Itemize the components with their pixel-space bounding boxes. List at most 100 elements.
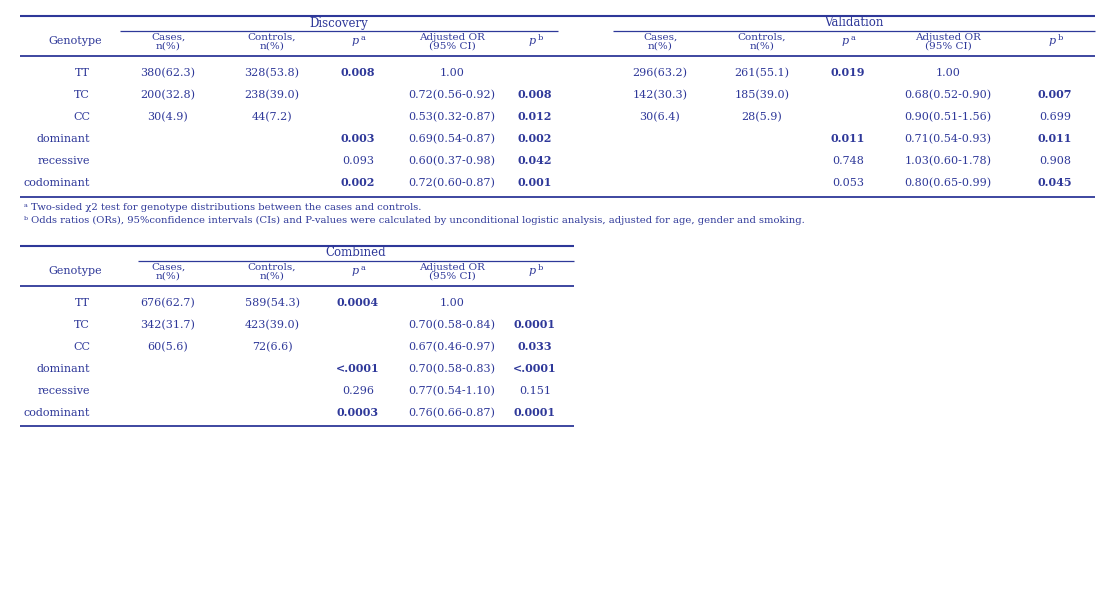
Text: Genotype: Genotype xyxy=(48,37,102,46)
Text: n(%): n(%) xyxy=(259,41,285,50)
Text: Cases,: Cases, xyxy=(643,32,677,41)
Text: 0.53(0.32-0.87): 0.53(0.32-0.87) xyxy=(408,112,496,122)
Text: a: a xyxy=(360,263,366,271)
Text: 0.002: 0.002 xyxy=(340,178,375,188)
Text: 0.68(0.52-0.90): 0.68(0.52-0.90) xyxy=(904,90,992,100)
Text: p: p xyxy=(1049,37,1055,46)
Text: n(%): n(%) xyxy=(156,271,180,280)
Text: 185(39.0): 185(39.0) xyxy=(735,90,790,100)
Text: Cases,: Cases, xyxy=(151,32,185,41)
Text: 342(31.7): 342(31.7) xyxy=(140,320,196,330)
Text: 0.70(0.58-0.84): 0.70(0.58-0.84) xyxy=(408,320,496,330)
Text: 423(39.0): 423(39.0) xyxy=(245,320,299,330)
Text: 30(4.9): 30(4.9) xyxy=(148,112,188,122)
Text: 0.008: 0.008 xyxy=(340,67,375,79)
Text: TC: TC xyxy=(75,90,90,100)
Text: Combined: Combined xyxy=(326,247,386,259)
Text: 0.60(0.37-0.98): 0.60(0.37-0.98) xyxy=(408,156,496,166)
Text: 0.0001: 0.0001 xyxy=(514,319,556,331)
Text: 0.77(0.54-1.10): 0.77(0.54-1.10) xyxy=(408,386,496,396)
Text: 0.748: 0.748 xyxy=(832,156,864,166)
Text: CC: CC xyxy=(73,342,90,352)
Text: 0.0003: 0.0003 xyxy=(337,407,379,419)
Text: p: p xyxy=(528,266,536,277)
Text: 0.011: 0.011 xyxy=(1037,133,1072,145)
Text: n(%): n(%) xyxy=(749,41,774,50)
Text: ᵃ Two-sided χ2 test for genotype distributions between the cases and controls.: ᵃ Two-sided χ2 test for genotype distrib… xyxy=(24,203,421,212)
Text: <.0001: <.0001 xyxy=(513,364,557,374)
Text: 0.011: 0.011 xyxy=(831,133,865,145)
Text: 0.296: 0.296 xyxy=(342,386,374,396)
Text: 1.00: 1.00 xyxy=(935,68,961,78)
Text: 0.90(0.51-1.56): 0.90(0.51-1.56) xyxy=(904,112,992,122)
Text: p: p xyxy=(528,37,536,46)
Text: n(%): n(%) xyxy=(259,271,285,280)
Text: 0.69(0.54-0.87): 0.69(0.54-0.87) xyxy=(408,134,496,144)
Text: Genotype: Genotype xyxy=(48,266,102,277)
Text: 200(32.8): 200(32.8) xyxy=(140,90,196,100)
Text: 1.03(0.60-1.78): 1.03(0.60-1.78) xyxy=(904,156,992,166)
Text: 0.001: 0.001 xyxy=(518,178,553,188)
Text: (95% CI): (95% CI) xyxy=(428,271,475,280)
Text: 142(30.3): 142(30.3) xyxy=(633,90,687,100)
Text: 0.002: 0.002 xyxy=(518,133,553,145)
Text: 28(5.9): 28(5.9) xyxy=(742,112,783,122)
Text: 0.72(0.56-0.92): 0.72(0.56-0.92) xyxy=(408,90,496,100)
Text: CC: CC xyxy=(73,112,90,122)
Text: n(%): n(%) xyxy=(156,41,180,50)
Text: 0.042: 0.042 xyxy=(518,155,553,166)
Text: 0.71(0.54-0.93): 0.71(0.54-0.93) xyxy=(904,134,992,144)
Text: Controls,: Controls, xyxy=(248,32,296,41)
Text: 1.00: 1.00 xyxy=(439,68,465,78)
Text: codominant: codominant xyxy=(23,178,90,188)
Text: Controls,: Controls, xyxy=(248,263,296,271)
Text: 0.053: 0.053 xyxy=(832,178,864,188)
Text: Adjusted OR: Adjusted OR xyxy=(915,32,981,41)
Text: 589(54.3): 589(54.3) xyxy=(245,298,299,308)
Text: 44(7.2): 44(7.2) xyxy=(251,112,292,122)
Text: p: p xyxy=(351,37,358,46)
Text: 0.72(0.60-0.87): 0.72(0.60-0.87) xyxy=(408,178,496,188)
Text: 380(62.3): 380(62.3) xyxy=(140,68,196,78)
Text: Discovery: Discovery xyxy=(309,16,368,29)
Text: ᵇ Odds ratios (ORs), 95%confidence intervals (CIs) and P-values were calculated : ᵇ Odds ratios (ORs), 95%confidence inter… xyxy=(24,215,805,224)
Text: 0.0001: 0.0001 xyxy=(514,407,556,419)
Text: 0.699: 0.699 xyxy=(1039,112,1071,122)
Text: 0.76(0.66-0.87): 0.76(0.66-0.87) xyxy=(408,408,496,418)
Text: n(%): n(%) xyxy=(647,41,673,50)
Text: 0.093: 0.093 xyxy=(342,156,374,166)
Text: Validation: Validation xyxy=(824,16,884,29)
Text: 238(39.0): 238(39.0) xyxy=(245,90,299,100)
Text: dominant: dominant xyxy=(37,134,90,144)
Text: recessive: recessive xyxy=(38,386,90,396)
Text: b: b xyxy=(1058,34,1063,41)
Text: 261(55.1): 261(55.1) xyxy=(735,68,790,78)
Text: 0.67(0.46-0.97): 0.67(0.46-0.97) xyxy=(408,342,496,352)
Text: TC: TC xyxy=(75,320,90,330)
Text: 0.151: 0.151 xyxy=(519,386,552,396)
Text: Controls,: Controls, xyxy=(737,32,786,41)
Text: 0.045: 0.045 xyxy=(1037,178,1072,188)
Text: 0.70(0.58-0.83): 0.70(0.58-0.83) xyxy=(408,364,496,374)
Text: 0.0004: 0.0004 xyxy=(337,298,379,308)
Text: 0.019: 0.019 xyxy=(831,67,865,79)
Text: Adjusted OR: Adjusted OR xyxy=(419,32,485,41)
Text: a: a xyxy=(851,34,855,41)
Text: Cases,: Cases, xyxy=(151,263,185,271)
Text: Adjusted OR: Adjusted OR xyxy=(419,263,485,271)
Text: 676(62.7): 676(62.7) xyxy=(140,298,196,308)
Text: TT: TT xyxy=(75,68,90,78)
Text: 60(5.6): 60(5.6) xyxy=(148,342,188,352)
Text: 0.007: 0.007 xyxy=(1037,89,1072,100)
Text: dominant: dominant xyxy=(37,364,90,374)
Text: 30(6.4): 30(6.4) xyxy=(639,112,681,122)
Text: 0.80(0.65-0.99): 0.80(0.65-0.99) xyxy=(904,178,992,188)
Text: 0.012: 0.012 xyxy=(518,112,553,122)
Text: a: a xyxy=(360,34,366,41)
Text: p: p xyxy=(351,266,358,277)
Text: (95% CI): (95% CI) xyxy=(924,41,972,50)
Text: <.0001: <.0001 xyxy=(336,364,380,374)
Text: codominant: codominant xyxy=(23,408,90,418)
Text: 0.008: 0.008 xyxy=(518,89,553,100)
Text: 0.908: 0.908 xyxy=(1039,156,1071,166)
